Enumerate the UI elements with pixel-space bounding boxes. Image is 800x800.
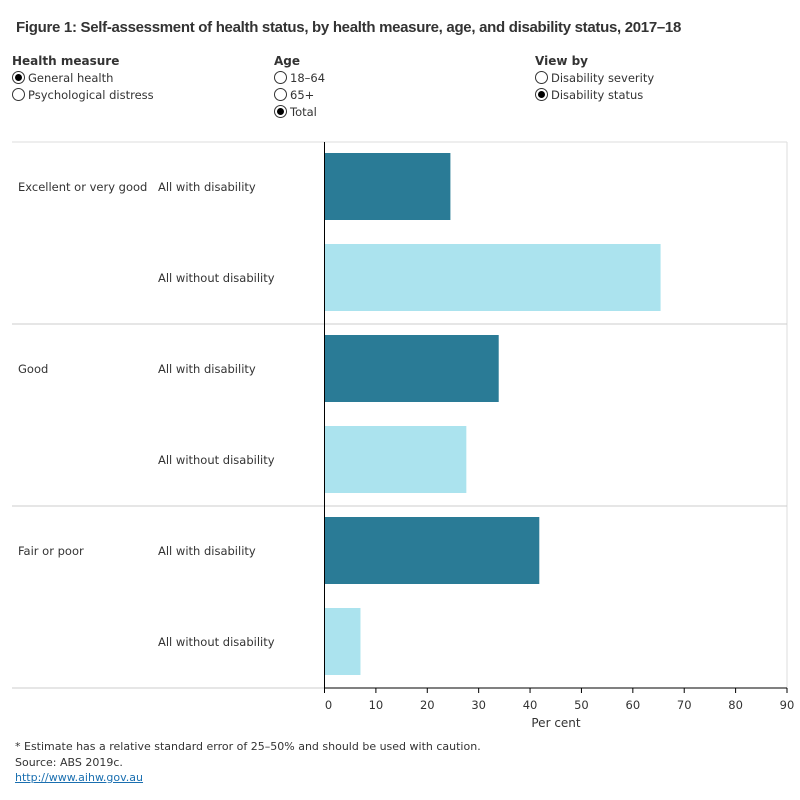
control-health-measure: Health measure General health Psychologica… xyxy=(12,54,154,103)
footnote: * Estimate has a relative standard error… xyxy=(15,740,481,753)
radio-option[interactable]: Total xyxy=(274,103,325,120)
control-label: Age xyxy=(274,54,301,68)
bar xyxy=(324,426,467,493)
radio-label: Disability severity xyxy=(551,70,655,85)
radio-option[interactable]: Disability status xyxy=(535,86,654,103)
radio-checked-icon xyxy=(274,105,287,118)
x-tick-label: 40 xyxy=(523,698,538,712)
radio-option[interactable]: General health xyxy=(12,69,154,86)
radio-option[interactable]: Disability severity xyxy=(535,69,654,86)
chart-title: Figure 1: Self-assessment of health stat… xyxy=(16,19,682,36)
control-label: View by xyxy=(535,54,589,68)
radio-label: 18–64 xyxy=(290,70,326,85)
bar xyxy=(324,244,661,311)
radio-label: Total xyxy=(290,104,317,119)
x-tick-label: 10 xyxy=(369,698,384,712)
x-tick-label: 90 xyxy=(780,698,795,712)
radio-label: General health xyxy=(28,70,114,85)
radio-unchecked-icon xyxy=(274,71,287,84)
group-label: Excellent or very good xyxy=(18,180,147,194)
x-axis-label: Per cent xyxy=(531,716,581,730)
radio-option[interactable]: 18–64 xyxy=(274,69,325,86)
bar xyxy=(324,608,361,675)
x-tick-label: 70 xyxy=(677,698,692,712)
x-tick-label: 0 xyxy=(325,698,332,712)
radio-label: Psychological distress xyxy=(28,87,154,102)
radio-unchecked-icon xyxy=(535,71,548,84)
radio-label: 65+ xyxy=(290,87,315,102)
source: Source: ABS 2019c. xyxy=(15,756,123,769)
radio-checked-icon xyxy=(12,71,25,84)
x-tick-label: 20 xyxy=(420,698,435,712)
x-tick-label: 60 xyxy=(626,698,641,712)
control-age: Age 18–64 65+ Total xyxy=(274,54,325,120)
bar xyxy=(324,335,499,402)
radio-label: Disability status xyxy=(551,87,644,102)
group-label: Good xyxy=(18,362,48,376)
category-label: All with disability xyxy=(158,180,256,194)
aihw-link[interactable]: http://www.aihw.gov.au xyxy=(15,771,144,784)
category-label: All with disability xyxy=(158,544,256,558)
x-tick-label: 50 xyxy=(574,698,589,712)
group-label: Fair or poor xyxy=(18,544,84,558)
radio-unchecked-icon xyxy=(12,88,25,101)
category-label: All without disability xyxy=(158,635,275,649)
control-view-by: View by Disability severity Disability sta… xyxy=(535,54,654,103)
radio-unchecked-icon xyxy=(274,88,287,101)
bar xyxy=(324,153,451,220)
category-label: All without disability xyxy=(158,271,275,285)
category-label: All with disability xyxy=(158,362,256,376)
control-label: Health measure xyxy=(12,54,120,68)
x-tick-label: 30 xyxy=(471,698,486,712)
bar xyxy=(324,517,540,584)
radio-option[interactable]: Psychological distress xyxy=(12,86,154,103)
category-label: All without disability xyxy=(158,453,275,467)
radio-checked-icon xyxy=(535,88,548,101)
x-tick-label: 80 xyxy=(728,698,743,712)
radio-option[interactable]: 65+ xyxy=(274,86,325,103)
